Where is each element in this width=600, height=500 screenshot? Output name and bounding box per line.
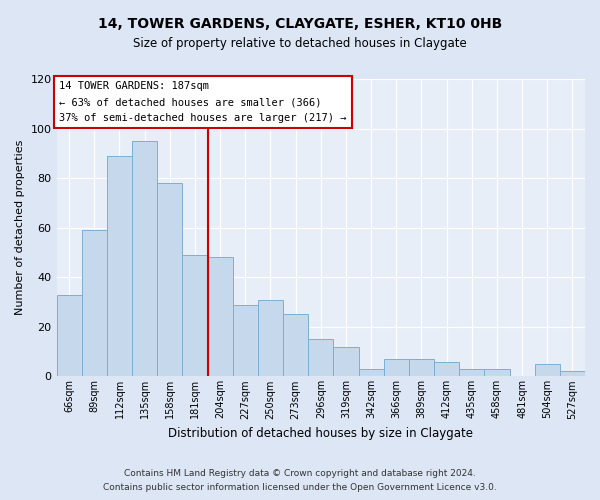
Bar (308, 339, 334, 376)
Bar (56, 294, 82, 376)
X-axis label: Distribution of detached houses by size in Claygate: Distribution of detached houses by size … (168, 427, 473, 440)
Bar (359, 369, 383, 376)
Text: Size of property relative to detached houses in Claygate: Size of property relative to detached ho… (133, 38, 467, 51)
Y-axis label: Number of detached properties: Number of detached properties (15, 140, 25, 316)
Bar (107, 156, 132, 376)
Bar (409, 359, 434, 376)
Bar (82, 230, 107, 376)
Bar (535, 364, 560, 376)
Bar (258, 300, 283, 376)
Bar (157, 183, 182, 376)
Bar (484, 369, 509, 376)
Bar (383, 359, 409, 376)
Text: Contains HM Land Registry data © Crown copyright and database right 2024.: Contains HM Land Registry data © Crown c… (124, 468, 476, 477)
Bar (560, 372, 585, 376)
Bar (132, 141, 157, 376)
Bar (283, 314, 308, 376)
Text: Contains public sector information licensed under the Open Government Licence v3: Contains public sector information licen… (103, 484, 497, 492)
Bar (459, 369, 484, 376)
Text: 14 TOWER GARDENS: 187sqm
← 63% of detached houses are smaller (366)
37% of semi-: 14 TOWER GARDENS: 187sqm ← 63% of detach… (59, 82, 347, 122)
Bar (208, 258, 233, 376)
Bar (434, 362, 459, 376)
Bar (233, 304, 258, 376)
Bar (334, 346, 359, 376)
Text: 14, TOWER GARDENS, CLAYGATE, ESHER, KT10 0HB: 14, TOWER GARDENS, CLAYGATE, ESHER, KT10… (98, 18, 502, 32)
Bar (182, 255, 208, 376)
